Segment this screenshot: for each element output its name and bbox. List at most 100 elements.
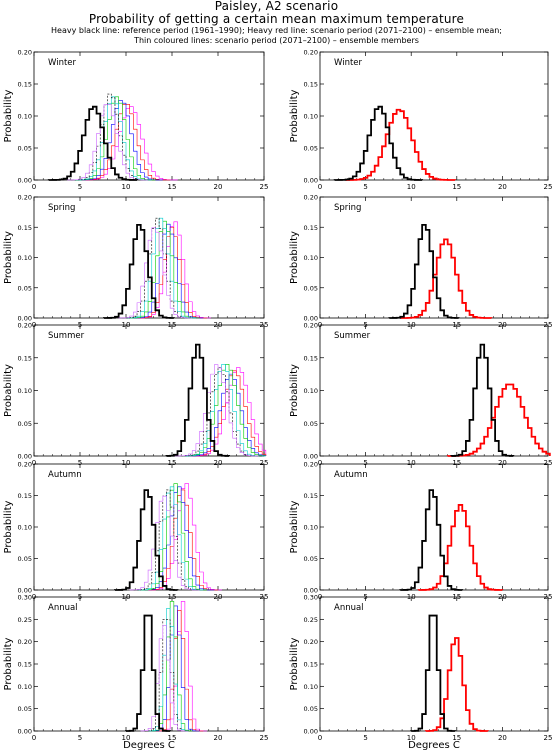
panel-annual-members: 0 5 10 15 20 25 0.00 0.05 0.10 0.15 0.20 0.25 0.30 Pr… [3,594,268,752]
member-histogram [122,217,193,319]
scenario-mean-histogram [417,504,504,591]
y-axis-label: Probability [289,500,300,553]
y-tick-label: 0.10 [304,524,318,532]
y-tick-label: 0.10 [304,113,318,121]
x-tick-label: 15 [452,459,461,467]
plot-frame [319,596,549,732]
member-histogram [188,367,267,457]
season-label: Winter [48,58,77,68]
plot-frame [33,596,265,732]
y-tick-label: 0.05 [18,145,32,153]
panel-autumn-members: 0 5 10 15 20 25 0.00 0.05 0.10 0.15 0.20 Probabilit… [3,461,268,602]
x-tick-label: 10 [122,183,131,191]
member-histogram [129,220,200,319]
y-tick-label: 0.10 [18,254,32,262]
y-tick-label: 0.20 [304,49,318,57]
member-histogram [180,367,263,457]
x-tick-label: 5 [78,734,82,742]
y-tick-label: 0.15 [18,224,32,232]
x-tick-label: 0 [318,734,322,742]
member-histogram [147,489,219,591]
x-tick-label: 0 [32,734,36,742]
y-tick-label: 0.00 [304,728,318,736]
panel-winter-mean: 0 5 10 15 20 25 0.00 0.05 0.10 0.15 0.20 Probabilit… [289,49,552,192]
y-tick-label: 0.15 [304,224,318,232]
y-tick-label: 0.15 [304,492,318,500]
x-tick-label: 20 [214,183,223,191]
member-histogram [147,608,189,732]
y-tick-label: 0.10 [304,254,318,262]
reference-histogram [47,105,138,181]
x-tick-label: 25 [260,459,269,467]
y-axis-label: Probability [3,89,14,142]
y-tick-label: 0.25 [18,616,32,624]
plot-frame [33,51,265,181]
y-tick-label: 0.00 [18,315,32,323]
reference-histogram [450,343,515,457]
x-axis-label: Degrees C [123,740,175,751]
y-tick-label: 0.15 [18,661,32,669]
x-tick-label: 5 [363,459,367,467]
x-tick-label: 25 [544,183,553,191]
member-histogram [133,489,200,591]
x-tick-label: 25 [544,734,553,742]
plot-frame [33,324,265,457]
scenario-mean-histogram [399,238,493,319]
season-label: Annual [334,603,364,613]
y-tick-label: 0.15 [304,81,318,89]
y-axis-label: Probability [289,364,300,417]
reference-histogram [165,343,230,457]
member-histogram [151,601,193,732]
member-histogram [133,223,204,319]
y-axis-label: Probability [289,637,300,690]
y-tick-label: 0.05 [18,420,32,428]
y-tick-label: 0.20 [304,638,318,646]
member-histogram [125,217,197,319]
x-tick-label: 0 [32,459,36,467]
y-tick-label: 0.20 [18,322,32,330]
x-tick-label: 15 [452,183,461,191]
y-axis-label: Probability [3,500,14,553]
member-histogram [173,364,259,457]
x-tick-label: 15 [168,459,177,467]
y-tick-label: 0.20 [304,322,318,330]
x-tick-label: 10 [122,734,131,742]
x-axis-label: Degrees C [408,740,460,751]
figure-title: Paisley, A2 scenario [214,0,339,13]
x-tick-label: 15 [168,183,177,191]
reference-histogram [333,105,424,181]
y-tick-label: 0.05 [304,145,318,153]
plot-frame [33,196,265,319]
x-tick-label: 5 [78,183,82,191]
reference-histogram [399,489,464,591]
season-label: Autumn [48,470,82,480]
season-label: Annual [48,603,78,613]
member-histogram [74,96,153,181]
member-histogram [184,364,266,457]
x-tick-label: 25 [544,459,553,467]
member-histogram [136,226,208,319]
y-tick-label: 0.10 [18,387,32,395]
reference-histogram [114,489,179,591]
y-tick-label: 0.00 [18,587,32,595]
panel-spring-mean: 05101520250.000.050.100.150.20Probabilit… [289,194,552,330]
season-label: Winter [334,58,363,68]
x-tick-label: 0 [318,183,322,191]
y-tick-label: 0.10 [304,387,318,395]
x-tick-label: 20 [214,459,223,467]
y-tick-label: 0.10 [18,524,32,532]
panel-annual-mean: 0 5 10 15 20 25 0.00 0.05 0.10 0.15 0.20 0.25 0.30 Pr… [289,594,552,752]
reference-histogram [125,614,172,732]
y-tick-label: 0.05 [18,705,32,713]
x-tick-label: 15 [168,734,177,742]
reference-histogram [103,223,175,319]
season-label: Summer [48,331,85,341]
y-tick-label: 0.00 [304,587,318,595]
panel-winter-members: 0 5 10 15 20 25 0.00 0.05 0.10 0.15 0.20 Probabilit… [3,49,268,192]
season-label: Spring [48,203,75,213]
plot-frame [319,324,549,457]
member-histogram [140,625,189,732]
y-tick-label: 0.05 [304,420,318,428]
x-tick-label: 5 [363,734,367,742]
